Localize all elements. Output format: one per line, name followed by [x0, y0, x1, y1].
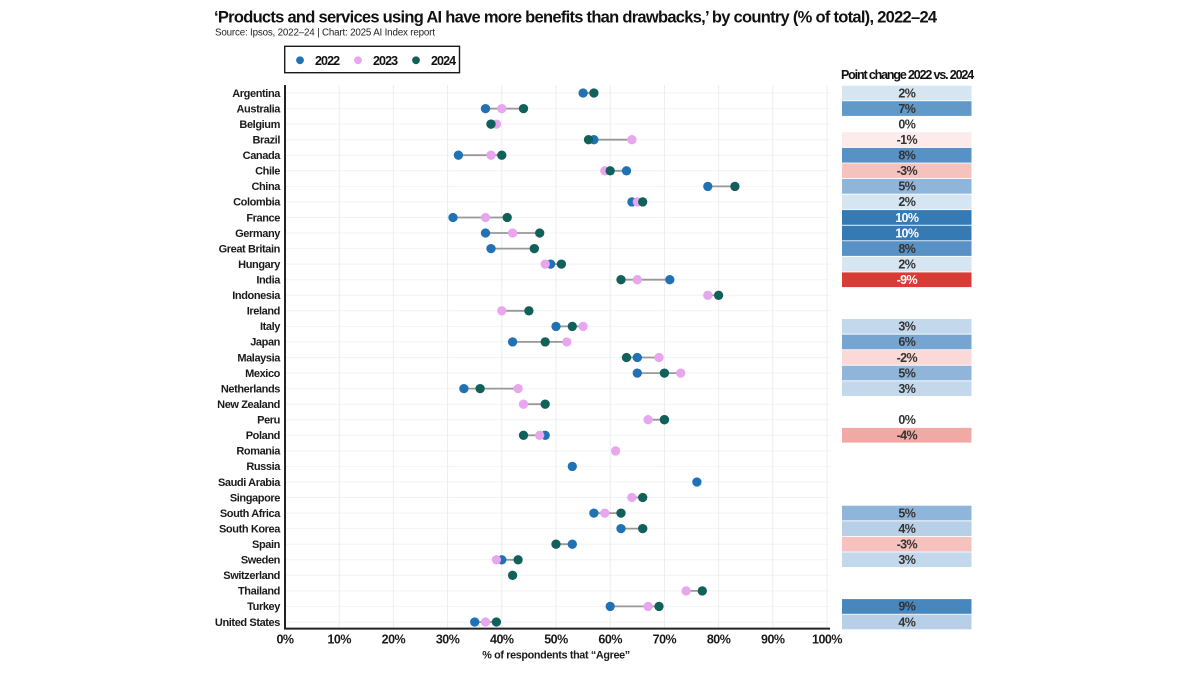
svg-text:0%: 0%: [898, 117, 915, 131]
svg-text:60%: 60%: [598, 633, 622, 647]
svg-text:2023: 2023: [373, 54, 398, 68]
svg-text:-1%: -1%: [897, 133, 918, 147]
svg-text:Saudi Arabia: Saudi Arabia: [218, 477, 281, 489]
svg-text:Italy: Italy: [260, 321, 281, 333]
svg-text:2022: 2022: [315, 54, 340, 68]
svg-text:Argentina: Argentina: [232, 88, 281, 100]
svg-text:9%: 9%: [898, 600, 915, 614]
svg-text:Chile: Chile: [255, 166, 280, 178]
svg-text:80%: 80%: [707, 633, 731, 647]
svg-text:Spain: Spain: [252, 539, 281, 551]
svg-text:Switzerland: Switzerland: [223, 570, 280, 582]
svg-text:South Korea: South Korea: [219, 523, 281, 535]
svg-text:Germany: Germany: [235, 228, 281, 240]
svg-text:8%: 8%: [898, 149, 915, 163]
svg-text:Mexico: Mexico: [245, 368, 281, 380]
svg-text:70%: 70%: [653, 633, 677, 647]
svg-text:90%: 90%: [761, 633, 785, 647]
svg-text:Source: Ipsos, 2022–24 | Chart: Source: Ipsos, 2022–24 | Chart: 2025 AI …: [215, 28, 435, 39]
svg-text:Colombia: Colombia: [233, 197, 281, 209]
svg-text:Poland: Poland: [246, 430, 280, 442]
svg-text:Belgium: Belgium: [239, 119, 280, 131]
svg-text:4%: 4%: [898, 522, 915, 536]
svg-text:20%: 20%: [382, 633, 406, 647]
svg-text:Australia: Australia: [237, 103, 282, 115]
svg-text:Ireland: Ireland: [247, 306, 280, 318]
svg-text:2024: 2024: [431, 54, 456, 68]
svg-text:2%: 2%: [898, 86, 915, 100]
svg-text:-3%: -3%: [897, 164, 918, 178]
svg-text:Canada: Canada: [243, 150, 282, 162]
svg-text:0%: 0%: [276, 633, 293, 647]
svg-text:5%: 5%: [898, 180, 915, 194]
svg-text:Malaysia: Malaysia: [237, 352, 281, 364]
svg-text:Hungary: Hungary: [238, 259, 281, 271]
svg-text:China: China: [251, 181, 281, 193]
svg-text:Brazil: Brazil: [252, 135, 280, 147]
svg-text:2%: 2%: [898, 195, 915, 209]
svg-text:10%: 10%: [895, 211, 919, 225]
svg-text:South Africa: South Africa: [220, 508, 281, 520]
svg-text:-3%: -3%: [897, 538, 918, 552]
svg-text:France: France: [246, 212, 280, 224]
svg-text:3%: 3%: [898, 320, 915, 334]
svg-text:Netherlands: Netherlands: [221, 383, 280, 395]
svg-text:Thailand: Thailand: [238, 586, 280, 598]
svg-text:-2%: -2%: [897, 351, 918, 365]
svg-text:2%: 2%: [898, 257, 915, 271]
svg-text:40%: 40%: [490, 633, 514, 647]
svg-text:% of respondents that “Agree”: % of respondents that “Agree”: [482, 650, 630, 662]
svg-text:Turkey: Turkey: [247, 601, 281, 613]
svg-text:100%: 100%: [812, 633, 842, 647]
svg-text:India: India: [256, 275, 281, 287]
svg-text:8%: 8%: [898, 242, 915, 256]
svg-text:4%: 4%: [898, 615, 915, 629]
svg-text:-4%: -4%: [897, 429, 918, 443]
svg-text:-9%: -9%: [897, 273, 918, 287]
svg-text:10%: 10%: [327, 633, 351, 647]
svg-text:5%: 5%: [898, 366, 915, 380]
svg-text:Russia: Russia: [246, 461, 281, 473]
svg-text:Great Britain: Great Britain: [219, 243, 281, 255]
svg-text:5%: 5%: [898, 506, 915, 520]
svg-text:30%: 30%: [436, 633, 460, 647]
svg-text:3%: 3%: [898, 553, 915, 567]
svg-text:Indonesia: Indonesia: [232, 290, 281, 302]
svg-text:Romania: Romania: [236, 446, 281, 458]
svg-text:0%: 0%: [898, 413, 915, 427]
svg-text:7%: 7%: [898, 102, 915, 116]
svg-text:New Zealand: New Zealand: [217, 399, 280, 411]
svg-text:10%: 10%: [895, 226, 919, 240]
svg-text:Point change 2022 vs. 2024: Point change 2022 vs. 2024: [841, 68, 974, 82]
svg-text:6%: 6%: [898, 335, 915, 349]
svg-text:50%: 50%: [544, 633, 568, 647]
svg-text:Japan: Japan: [250, 337, 280, 349]
svg-text:3%: 3%: [898, 382, 915, 396]
svg-text:Peru: Peru: [257, 415, 280, 427]
svg-text:‘Products and services using A: ‘Products and services using AI have mor…: [214, 9, 938, 27]
svg-text:United States: United States: [215, 617, 280, 629]
svg-text:Sweden: Sweden: [241, 555, 281, 567]
svg-text:Singapore: Singapore: [230, 492, 280, 504]
